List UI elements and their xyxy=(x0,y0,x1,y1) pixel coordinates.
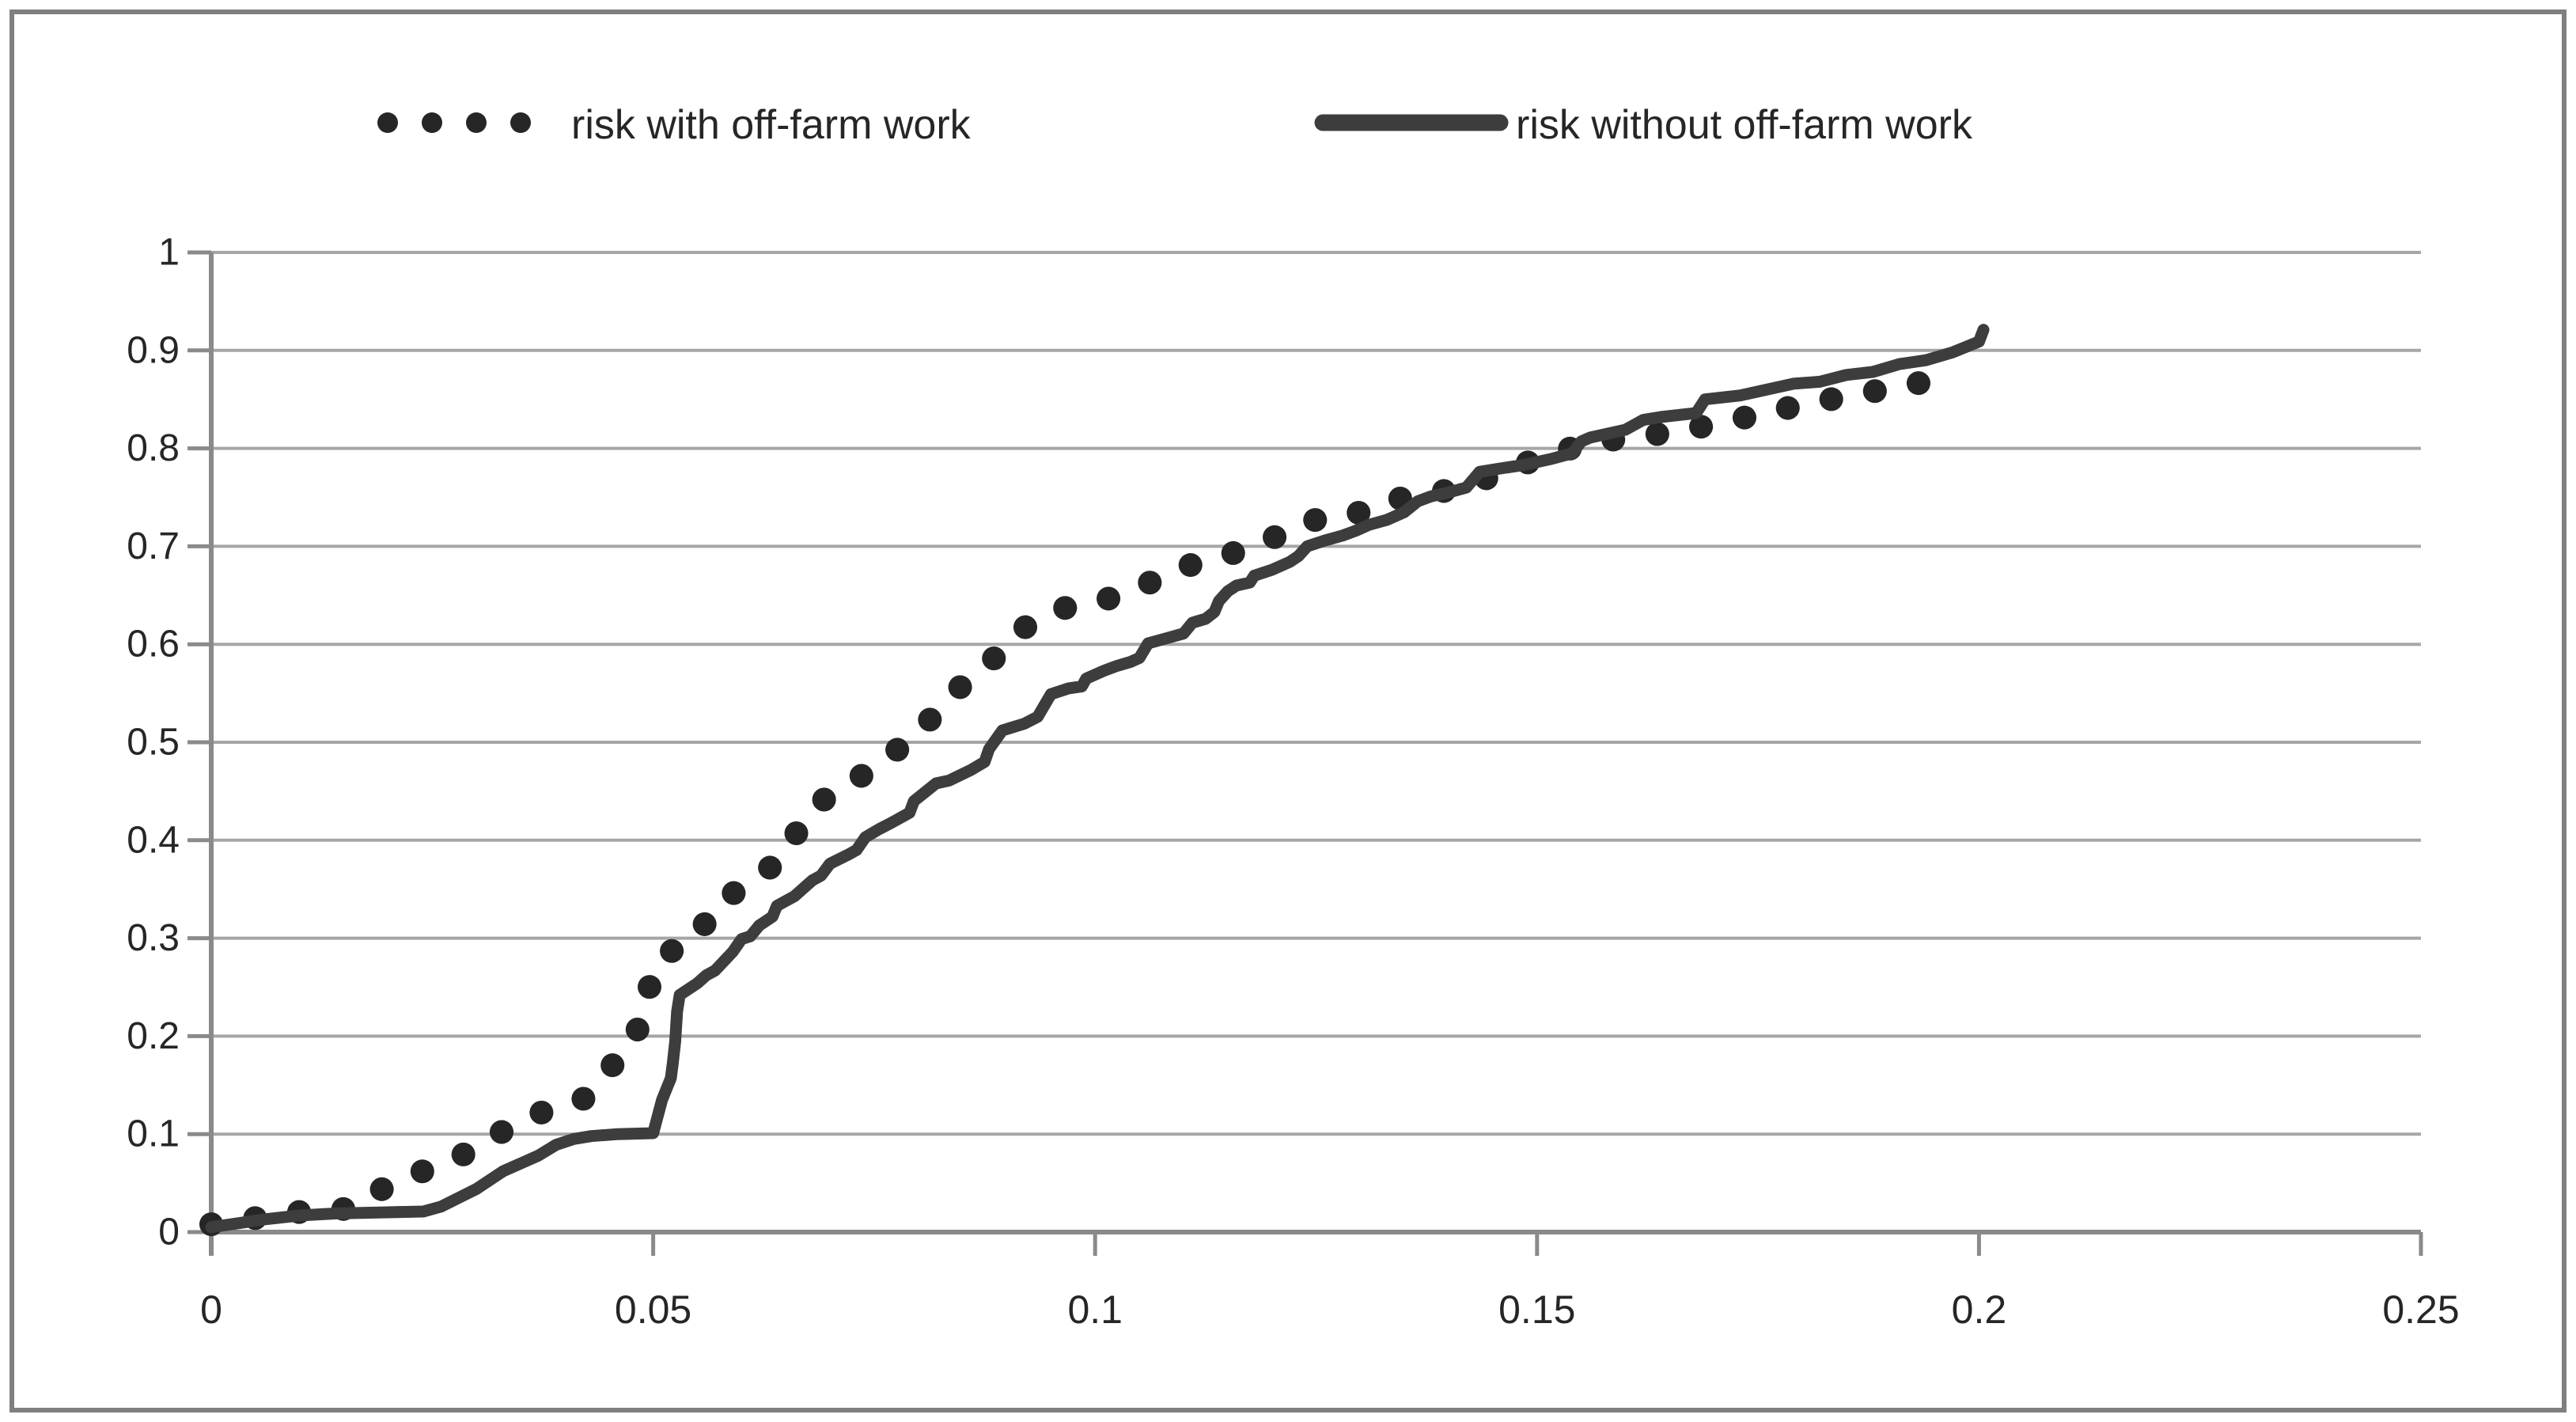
x-tick-label: 0.15 xyxy=(1498,1287,1575,1332)
y-tick-label: 0.3 xyxy=(127,917,180,959)
series-risk-without-off-farm-work[interactable] xyxy=(205,324,1990,1234)
y-tick-label: 0.8 xyxy=(127,427,180,469)
y-tick-label: 0.6 xyxy=(127,624,180,665)
x-tick-label: 0.2 xyxy=(1952,1287,2007,1332)
x-tick-label: 0.25 xyxy=(2382,1287,2459,1332)
x-tick-label: 0.1 xyxy=(1067,1287,1123,1332)
chart-border xyxy=(9,9,2567,1413)
legend-dot xyxy=(510,112,531,133)
y-tick-label: 0 xyxy=(158,1212,180,1253)
y-tick-label: 0.7 xyxy=(127,525,180,567)
y-tick-label: 0.4 xyxy=(127,819,180,861)
legend-dot xyxy=(466,112,487,133)
legend-dot xyxy=(422,112,442,133)
y-tick-label: 0.1 xyxy=(127,1113,180,1155)
tick-labels: 0 0.1 0.2 0.3 0.4 0.5 0.6 0.7 0.8 0.9 1 0 0.05 0.1 0.1… xyxy=(127,232,2459,1333)
x-tick-label: 0 xyxy=(200,1287,222,1332)
legend-dot xyxy=(377,112,398,133)
legend: risk with off-farm work risk without off… xyxy=(377,102,1973,148)
y-tick-label: 1 xyxy=(158,232,180,274)
gridlines xyxy=(211,251,2421,1234)
legend-dotted-marker-icon[interactable] xyxy=(377,112,531,133)
x-tick-label: 0.05 xyxy=(615,1287,691,1332)
y-tick-label: 0.2 xyxy=(127,1015,180,1057)
series-risk-with-off-farm-work[interactable] xyxy=(199,367,1956,1237)
y-tick-label: 0.5 xyxy=(127,722,180,764)
axes xyxy=(188,250,2423,1256)
y-tick-label: 0.9 xyxy=(127,329,180,371)
legend-label-without-off-farm-work[interactable]: risk without off-farm work xyxy=(1516,102,1973,148)
legend-label-with-off-farm-work[interactable]: risk with off-farm work xyxy=(571,102,972,148)
series-curves xyxy=(199,324,1990,1237)
